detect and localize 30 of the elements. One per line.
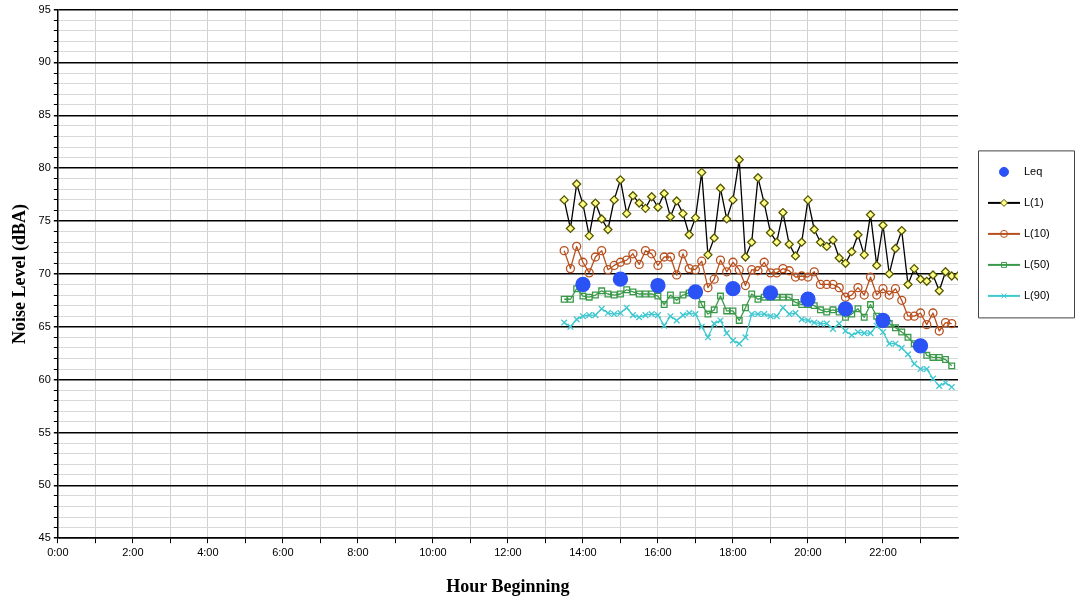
y-tick-label: 45 [38, 531, 51, 544]
x-axis-title: Hour Beginning [446, 575, 570, 596]
x-tick-label: 10:00 [419, 545, 447, 558]
legend-label: L(90) [1024, 288, 1050, 301]
y-axis-title: Noise Level (dBA) [9, 203, 31, 344]
y-tick-label: 90 [38, 55, 51, 68]
x-tick-label: 2:00 [122, 545, 144, 558]
legend-label: L(1) [1024, 195, 1044, 208]
y-tick-label: 65 [38, 319, 51, 332]
legend-label: L(50) [1024, 257, 1050, 270]
y-tick-label: 80 [38, 161, 51, 174]
x-tick-label: 16:00 [644, 545, 672, 558]
x-tick-label: 8:00 [347, 545, 369, 558]
y-tick-label: 60 [38, 372, 51, 385]
y-tick-label: 95 [38, 2, 51, 15]
y-tick-label: 75 [38, 214, 51, 227]
legend-label: Leq [1024, 164, 1043, 177]
legend-label: L(10) [1024, 226, 1050, 239]
x-tick-label: 12:00 [494, 545, 522, 558]
y-tick-label: 50 [38, 478, 51, 491]
x-tick-label: 20:00 [794, 545, 822, 558]
x-tick-label: 14:00 [569, 545, 597, 558]
x-tick-label: 22:00 [869, 545, 897, 558]
x-tick-label: 6:00 [272, 545, 294, 558]
x-tick-label: 0:00 [47, 545, 69, 558]
x-tick-label: 4:00 [197, 545, 219, 558]
y-tick-label: 70 [38, 266, 51, 279]
y-tick-label: 55 [38, 425, 51, 438]
x-tick-label: 18:00 [719, 545, 747, 558]
y-tick-label: 85 [38, 108, 51, 121]
